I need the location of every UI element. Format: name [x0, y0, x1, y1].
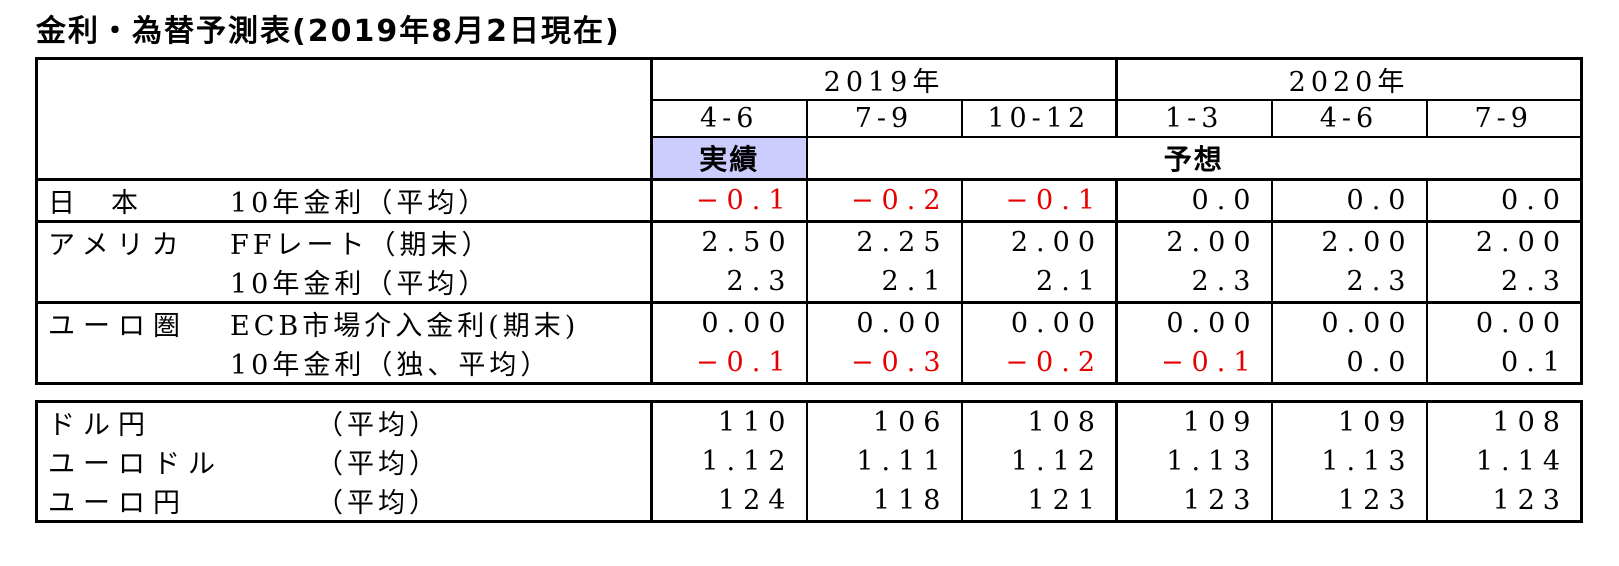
fx-value-cell: 1.14: [1425, 442, 1583, 481]
instrument-label: FFレート（期末）: [230, 230, 493, 261]
fx-value-cell: 1.12: [960, 442, 1118, 481]
rate-value-cell: 2.3: [650, 262, 808, 304]
quarter-header: 4-6: [650, 99, 808, 138]
row-label: 10年金利（独、平均）: [35, 343, 653, 385]
rate-value-cell: 2.3: [1425, 262, 1583, 304]
table-row-eurusd: ユーロドル （平均） 1.12 1.11 1.12 1.13 1.13 1.14: [35, 442, 1583, 481]
row-label: 日本 10年金利（平均）: [35, 178, 653, 223]
row-label: ユーロドル （平均）: [35, 442, 653, 481]
rate-value-cell: 0.00: [1115, 301, 1273, 343]
year-header-2019: 2019年: [650, 57, 1118, 101]
row-label: 10年金利（平均）: [35, 262, 653, 304]
fx-value-cell: 1.13: [1115, 442, 1273, 481]
rate-value-cell: 0.0: [1425, 178, 1583, 223]
fx-value-cell: 110: [650, 400, 808, 442]
rate-value-cell: 2.1: [805, 262, 963, 304]
table-row-us-ff-rate: アメリカ FFレート（期末） 2.50 2.25 2.00 2.00 2.00 2…: [35, 220, 1583, 262]
rate-value-cell: 0.00: [1270, 301, 1428, 343]
measure-label: （平均）: [316, 410, 440, 441]
rate-value-cell: 2.00: [1115, 220, 1273, 262]
rate-value-cell: 2.00: [960, 220, 1118, 262]
instrument-label: ECB市場介入金利(期末): [230, 311, 580, 342]
currency-pair-label: ユーロドル: [48, 449, 223, 480]
rate-value-cell: 2.3: [1115, 262, 1273, 304]
fx-value-cell: 108: [1425, 400, 1583, 442]
fx-value-cell: 109: [1270, 400, 1428, 442]
currency-pair-label: ドル円: [48, 410, 153, 441]
rate-value-cell: 0.00: [650, 301, 808, 343]
fx-value-cell: 109: [1115, 400, 1273, 442]
measure-label: （平均）: [316, 488, 440, 519]
rate-value-cell: 2.00: [1270, 220, 1428, 262]
region-label: 日本: [48, 188, 174, 219]
row-label: ユーロ圏 ECB市場介入金利(期末): [35, 301, 653, 343]
rate-value-cell: 0.0: [1270, 343, 1428, 385]
measure-label: （平均）: [316, 449, 440, 480]
year-header-row: 2019年 2020年: [35, 57, 1583, 181]
rate-value-cell: −0.3: [805, 343, 963, 385]
instrument-label: 10年金利（独、平均）: [230, 350, 552, 381]
instrument-label: 10年金利（平均）: [230, 269, 490, 300]
rate-value-cell: 2.3: [1270, 262, 1428, 304]
region-label: ユーロ圏: [48, 311, 188, 342]
table-row-usdjpy: ドル円 （平均） 110 106 108 109 109 108: [35, 400, 1583, 442]
row-label: アメリカ FFレート（期末）: [35, 220, 653, 262]
actual-badge: 実績: [650, 136, 808, 181]
fx-value-cell: 121: [960, 481, 1118, 523]
table-row-germany-10y: 10年金利（独、平均） −0.1 −0.3 −0.2 −0.1 0.0 0.1: [35, 343, 1583, 385]
rate-value-cell: −0.1: [650, 178, 808, 223]
rate-value-cell: 0.00: [960, 301, 1118, 343]
rate-value-cell: −0.2: [805, 178, 963, 223]
forecast-badge: 予想: [805, 136, 1583, 181]
page-title: 金利・為替予測表(2019年8月2日現在): [36, 14, 621, 49]
region-label: アメリカ: [48, 230, 187, 261]
corner-blank-cell: [35, 57, 653, 181]
quarter-header: 10-12: [960, 99, 1118, 138]
rate-value-cell: 0.1: [1425, 343, 1583, 385]
quarter-header: 7-9: [1425, 99, 1583, 138]
fx-forecast-table: ドル円 （平均） 110 106 108 109 109 108 ユーロドル （平均…: [35, 400, 1583, 523]
row-label: ユーロ円 （平均）: [35, 481, 653, 523]
rate-value-cell: 0.00: [805, 301, 963, 343]
fx-value-cell: 108: [960, 400, 1118, 442]
rate-value-cell: −0.2: [960, 343, 1118, 385]
rate-value-cell: 2.1: [960, 262, 1118, 304]
fx-value-cell: 123: [1270, 481, 1428, 523]
fx-value-cell: 123: [1425, 481, 1583, 523]
rate-value-cell: 2.25: [805, 220, 963, 262]
fx-value-cell: 1.13: [1270, 442, 1428, 481]
quarter-header: 7-9: [805, 99, 963, 138]
row-label: ドル円 （平均）: [35, 400, 653, 442]
rate-value-cell: 2.50: [650, 220, 808, 262]
fx-value-cell: 106: [805, 400, 963, 442]
rate-value-cell: 2.00: [1425, 220, 1583, 262]
rate-value-cell: −0.1: [1115, 343, 1273, 385]
table-row-japan-10y: 日本 10年金利（平均） −0.1 −0.2 −0.1 0.0 0.0 0.0: [35, 178, 1583, 223]
fx-value-cell: 1.11: [805, 442, 963, 481]
rate-value-cell: −0.1: [650, 343, 808, 385]
table-row-euro-ecb: ユーロ圏 ECB市場介入金利(期末) 0.00 0.00 0.00 0.00 0.…: [35, 301, 1583, 343]
rate-value-cell: 0.0: [1270, 178, 1428, 223]
table-row-us-10y: 10年金利（平均） 2.3 2.1 2.1 2.3 2.3 2.3: [35, 262, 1583, 304]
fx-value-cell: 124: [650, 481, 808, 523]
quarter-header-row: 4-6 7-9 10-12 1-3 4-6 7-9: [37, 99, 1583, 138]
year-header-2020: 2020年: [1115, 57, 1583, 101]
actual-forecast-row: 実績 予想: [37, 136, 1583, 181]
fx-value-cell: 1.12: [650, 442, 808, 481]
quarter-header: 1-3: [1115, 99, 1273, 138]
table-row-eurjpy: ユーロ円 （平均） 124 118 121 123 123 123: [35, 481, 1583, 523]
rate-value-cell: −0.1: [960, 178, 1118, 223]
rate-value-cell: 0.00: [1425, 301, 1583, 343]
rates-forecast-table: 2019年 2020年 4-6 7-9 10-12 1-3 4-6 7-9 実績…: [35, 57, 1583, 385]
instrument-label: 10年金利（平均）: [230, 188, 490, 219]
rate-value-cell: 0.0: [1115, 178, 1273, 223]
quarter-header: 4-6: [1270, 99, 1428, 138]
currency-pair-label: ユーロ円: [48, 488, 188, 519]
fx-value-cell: 123: [1115, 481, 1273, 523]
fx-value-cell: 118: [805, 481, 963, 523]
